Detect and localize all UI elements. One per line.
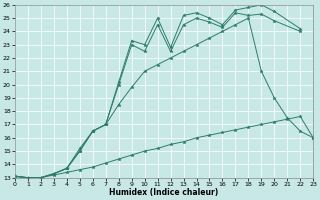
X-axis label: Humidex (Indice chaleur): Humidex (Indice chaleur) [109,188,219,197]
